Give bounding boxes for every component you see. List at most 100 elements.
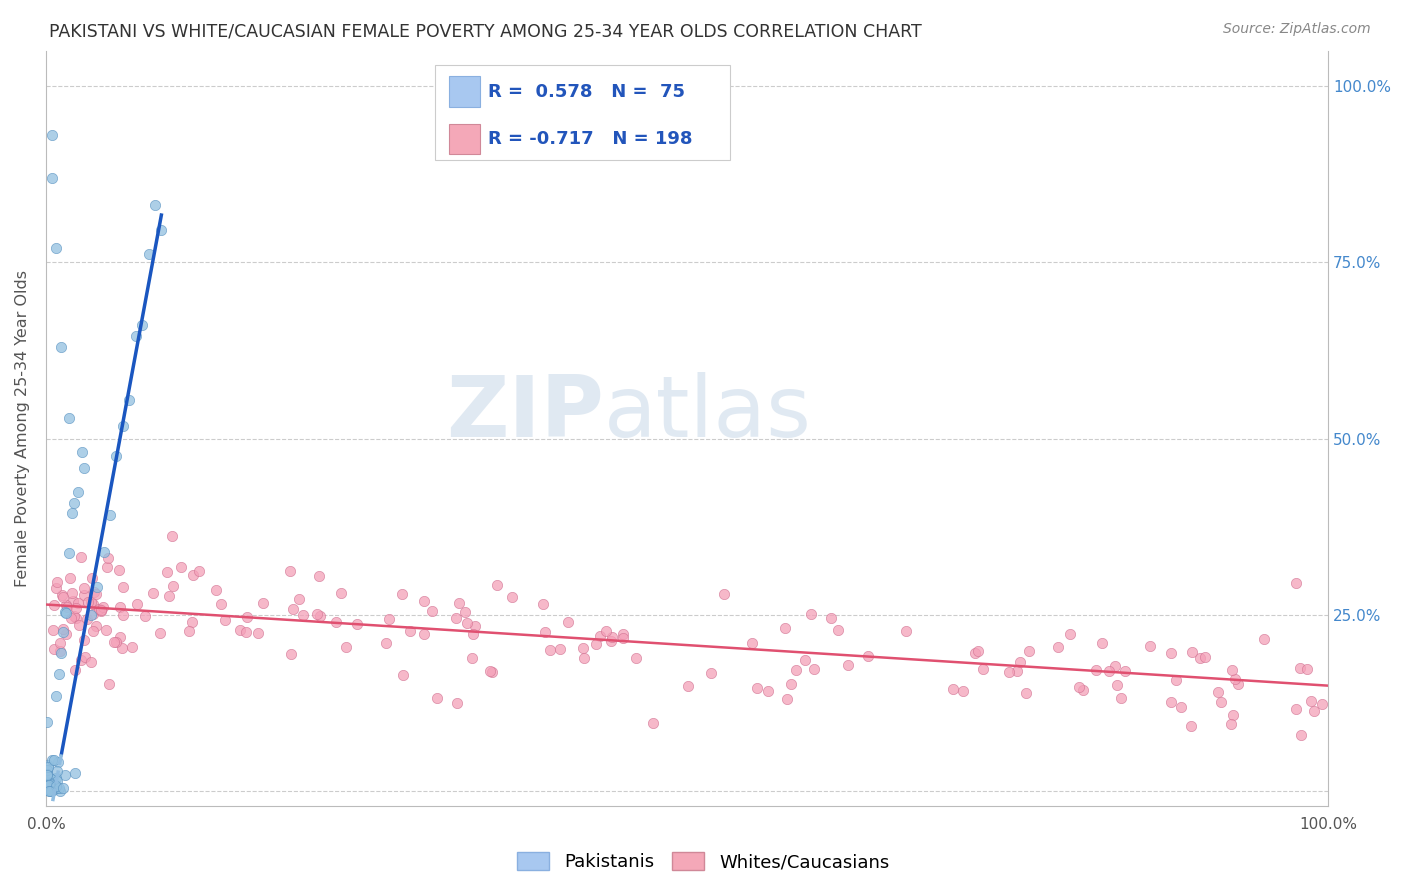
Point (1253, 632, 1275, 646)
Point (214, 613, 236, 627)
Point (42, 598, 65, 612)
Point (335, 640, 357, 654)
Point (46, 755, 69, 769)
Point (209, 597, 232, 611)
Point (48, 780, 70, 795)
Point (80, 572, 103, 586)
Point (181, 568, 204, 582)
Point (550, 641, 572, 656)
Point (45, 780, 67, 795)
Point (38, 777, 60, 791)
Point (45, 772, 67, 786)
Point (1007, 665, 1029, 679)
Point (121, 640, 143, 654)
Point (70, 549, 93, 564)
Point (205, 582, 228, 597)
Point (52, 625, 75, 640)
Point (1084, 664, 1107, 678)
Point (39, 784, 62, 798)
Point (773, 621, 796, 635)
Point (612, 632, 634, 646)
Point (478, 664, 501, 678)
Point (86, 580, 108, 594)
Point (1109, 691, 1132, 706)
Point (63, 608, 86, 623)
Point (1285, 576, 1308, 591)
Point (747, 681, 769, 696)
Point (252, 597, 274, 611)
Point (595, 624, 617, 638)
Text: R = -0.717   N = 198: R = -0.717 N = 198 (488, 130, 693, 148)
Point (56, 600, 79, 615)
Point (125, 328, 148, 343)
Point (37, 783, 59, 797)
Point (93, 599, 115, 614)
Point (108, 563, 131, 577)
Point (103, 635, 125, 649)
Point (83, 584, 105, 599)
Point (112, 580, 135, 594)
Point (45, 689, 67, 703)
Point (1114, 665, 1136, 679)
Point (325, 615, 347, 630)
Point (112, 607, 135, 622)
Point (1299, 694, 1322, 708)
Point (45, 764, 67, 778)
Point (38, 780, 60, 794)
Point (41, 781, 63, 796)
Text: ZIP: ZIP (446, 372, 603, 455)
Point (66, 485, 89, 500)
Point (1223, 672, 1246, 686)
Point (461, 627, 484, 641)
Point (392, 668, 415, 682)
Point (531, 597, 554, 611)
Point (82, 607, 104, 621)
Point (104, 635, 127, 649)
Point (37, 759, 59, 773)
Point (1164, 673, 1187, 687)
Point (1067, 680, 1090, 694)
Point (1189, 650, 1212, 665)
Point (55, 598, 77, 612)
Point (280, 648, 302, 662)
Point (37, 758, 59, 772)
Point (62, 593, 84, 607)
Point (464, 619, 486, 633)
Point (856, 648, 879, 663)
Text: atlas: atlas (603, 372, 811, 455)
Point (700, 665, 723, 680)
Point (188, 565, 211, 579)
Point (162, 579, 184, 593)
Point (1181, 645, 1204, 659)
Point (1302, 704, 1324, 718)
Point (557, 615, 579, 629)
Point (63, 663, 86, 677)
Point (1222, 708, 1244, 723)
Point (82, 624, 104, 638)
Point (37, 766, 59, 780)
Point (37, 763, 59, 777)
Point (118, 392, 141, 407)
Point (1105, 678, 1128, 692)
Point (444, 611, 467, 625)
Point (952, 684, 974, 698)
Point (39, 776, 62, 790)
Point (481, 665, 503, 680)
Point (41, 753, 63, 767)
Point (998, 665, 1021, 679)
Point (612, 627, 634, 641)
Point (48, 666, 70, 681)
Legend: Pakistanis, Whites/Caucasians: Pakistanis, Whites/Caucasians (509, 845, 897, 879)
Point (110, 600, 132, 615)
Point (377, 612, 399, 626)
Point (37, 776, 59, 790)
Point (134, 609, 156, 624)
Point (65, 600, 87, 615)
Point (80, 607, 103, 622)
Point (87, 602, 110, 616)
Point (38, 775, 60, 789)
Point (131, 318, 153, 332)
Point (67, 617, 90, 632)
Point (307, 607, 329, 621)
Point (150, 223, 173, 237)
